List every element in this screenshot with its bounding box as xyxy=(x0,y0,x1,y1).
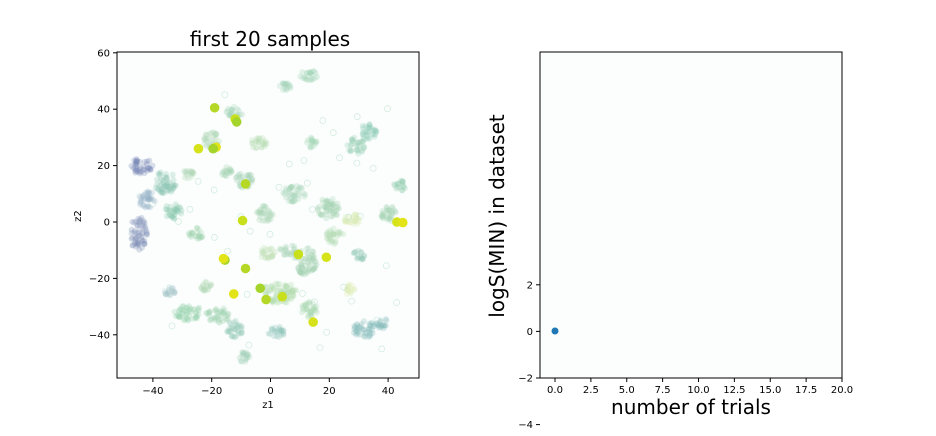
left-plot-area xyxy=(117,52,419,378)
right-y-tick-label: −4 xyxy=(518,420,533,431)
left-x-tick-label: 40 xyxy=(382,386,395,397)
left-y-axis-label: z2 xyxy=(73,210,84,222)
left-y-tick-label: −20 xyxy=(89,274,110,285)
sample-point xyxy=(237,215,248,226)
left-y-tick-label: 60 xyxy=(97,48,110,59)
left-y-tick-label: −40 xyxy=(89,330,110,341)
left-x-tick-label: −40 xyxy=(142,386,163,397)
left-y-ticks: 60 40 20 0 −20 −40 xyxy=(89,48,117,341)
right-plot-area xyxy=(540,52,842,378)
sample-point xyxy=(321,252,332,263)
left-y-tick-label: 0 xyxy=(104,218,110,229)
right-y-ticks: −12−10−8−6−4−202 xyxy=(518,280,540,431)
left-x-tick-label: 20 xyxy=(323,386,336,397)
right-x-tick-label: 7.5 xyxy=(655,385,671,396)
right-x-ticks: 0.0 2.5 5.0 7.5 10.0 12.5 15.0 17.5 20.0 xyxy=(547,378,853,396)
sample-point xyxy=(398,217,408,228)
right-trials-plot: 0.02.55.07.510.012.515.017.520.0 −12−10−… xyxy=(485,51,853,431)
right-x-tick-label: 2.5 xyxy=(583,385,599,396)
sample-point xyxy=(208,143,218,154)
right-x-tick-label: 20.0 xyxy=(831,385,853,396)
highlighted-sample-points xyxy=(193,102,408,327)
left-x-ticks: −40 −20 0 20 40 xyxy=(142,378,394,397)
right-x-tick-label: 15.0 xyxy=(759,385,781,396)
right-y-tick-label: 0 xyxy=(527,327,533,338)
sample-point xyxy=(228,289,239,299)
left-plot-frame xyxy=(116,51,420,379)
right-x-tick-label: 0.0 xyxy=(547,385,563,396)
right-x-tick-label: 12.5 xyxy=(723,385,745,396)
right-plot-frame xyxy=(539,51,843,379)
sample-point xyxy=(293,249,304,260)
sample-point xyxy=(240,179,251,189)
sample-point xyxy=(277,291,288,302)
sample-point xyxy=(218,253,229,264)
sample-point xyxy=(240,263,251,274)
sample-point xyxy=(231,117,242,127)
right-y-tick-label: −2 xyxy=(518,374,533,385)
embedding-background-points xyxy=(128,68,408,365)
sample-point xyxy=(261,294,271,305)
trial-point xyxy=(551,327,559,335)
right-y-axis-label: logS(MIN) in dataset xyxy=(485,114,509,318)
left-y-tick-label: 20 xyxy=(97,161,110,172)
sample-point xyxy=(209,102,220,113)
left-x-tick-label: 0 xyxy=(267,386,273,397)
left-scatter-plot: first 20 samples −40 −20 0 20 40 6040200−20−… xyxy=(73,27,420,411)
sample-point xyxy=(255,283,266,294)
right-x-tick-label: 10.0 xyxy=(687,385,709,396)
left-x-axis-label: z1 xyxy=(262,400,274,411)
right-x-axis-label: number of trials xyxy=(611,395,771,419)
sample-point xyxy=(308,317,318,327)
right-x-tick-label: 5.0 xyxy=(619,385,635,396)
right-x-tick-label: 17.5 xyxy=(795,385,817,396)
left-y-tick-label: 40 xyxy=(97,105,110,116)
left-x-tick-label: −20 xyxy=(201,386,222,397)
sample-point xyxy=(193,143,204,154)
left-plot-title: first 20 samples xyxy=(190,27,350,51)
right-y-tick-label: 2 xyxy=(527,280,533,291)
